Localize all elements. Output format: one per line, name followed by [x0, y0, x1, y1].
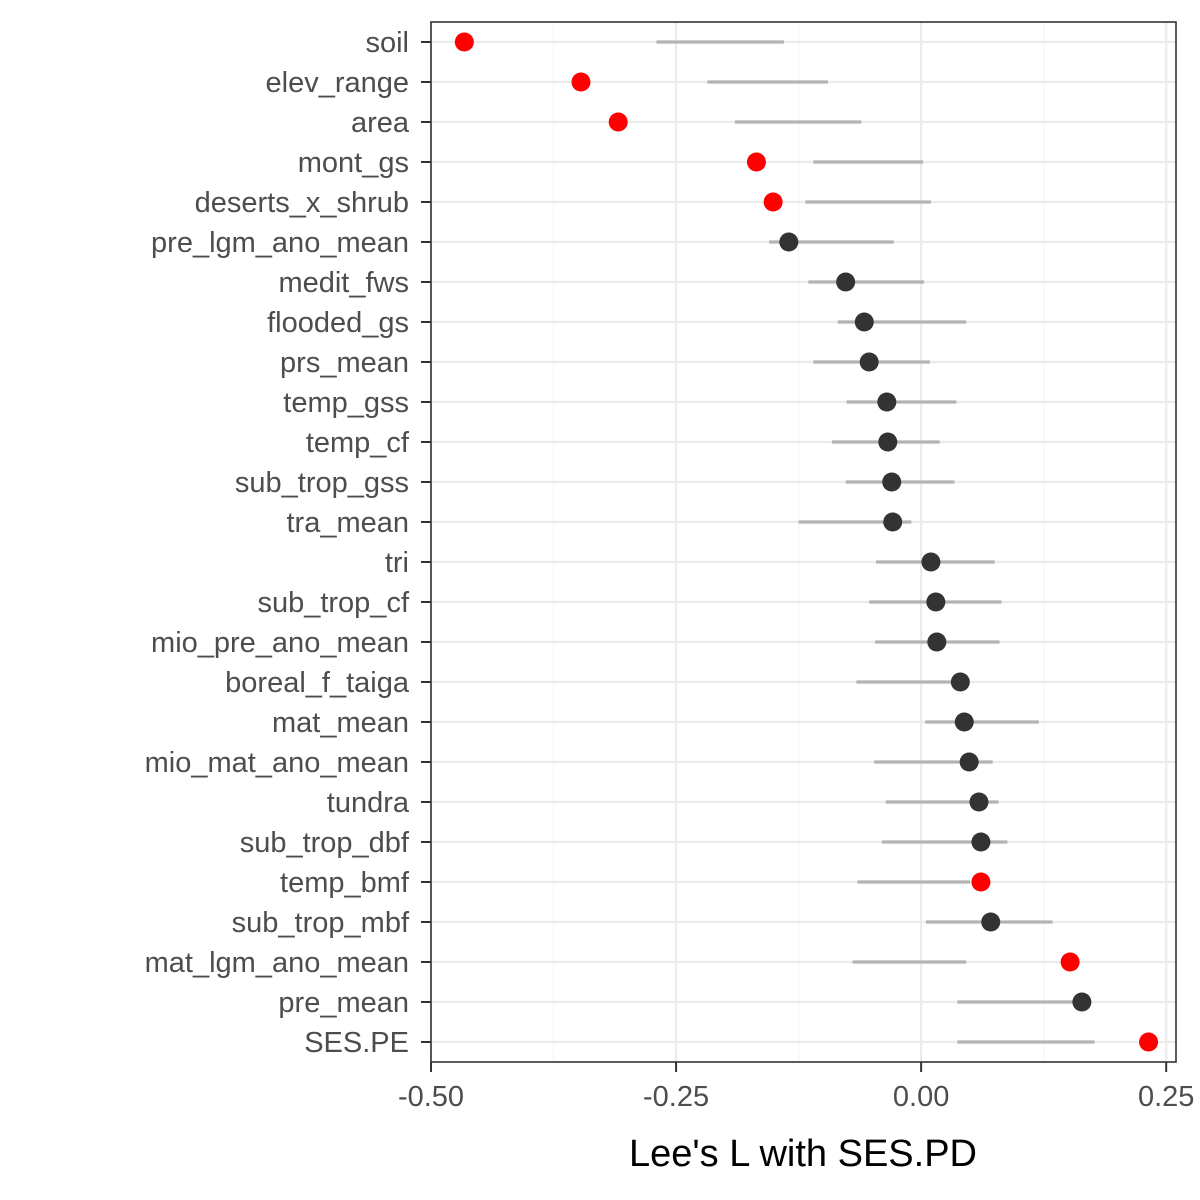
- y-tick-label: deserts_x_shrub: [195, 187, 409, 219]
- point-deserts_x_shrub: [763, 192, 783, 212]
- point-sub_trop_dbf: [971, 832, 991, 852]
- confidence-intervals: [656, 40, 1095, 1044]
- point-SES.PE: [1139, 1032, 1159, 1052]
- data-points: [454, 32, 1159, 1052]
- y-tick-label: mio_mat_ano_mean: [145, 747, 409, 779]
- y-tick-label: boreal_f_taiga: [225, 667, 410, 699]
- point-medit_fws: [836, 272, 856, 292]
- y-tick-label: sub_trop_gss: [235, 467, 409, 499]
- y-tick-label: mio_pre_ano_mean: [151, 627, 409, 659]
- x-tick-label: 0.00: [893, 1081, 949, 1113]
- x-tick-label: 0.25: [1138, 1081, 1194, 1113]
- y-tick-label: temp_bmf: [280, 867, 410, 899]
- y-tick-label: tri: [385, 547, 409, 579]
- point-area: [608, 112, 628, 132]
- point-temp_bmf: [971, 872, 991, 892]
- point-mat_lgm_ano_mean: [1060, 952, 1080, 972]
- y-tick-label: temp_cf: [306, 427, 410, 459]
- y-tick-label: prs_mean: [280, 347, 409, 379]
- y-tick-label: mat_lgm_ano_mean: [145, 947, 409, 979]
- x-tick-label: -0.25: [643, 1081, 709, 1113]
- y-tick-label: mont_gs: [298, 147, 409, 179]
- y-tick-label: temp_gss: [283, 387, 409, 419]
- point-mio_mat_ano_mean: [959, 752, 979, 772]
- y-tick-label: elev_range: [266, 67, 410, 99]
- x-axis: -0.50 -0.25 0.00 0.25: [398, 1062, 1194, 1113]
- y-tick-label: tra_mean: [286, 507, 409, 539]
- point-tundra: [969, 792, 989, 812]
- y-tick-label: soil: [365, 27, 409, 59]
- point-soil: [454, 32, 474, 52]
- y-tick-label: sub_trop_cf: [257, 587, 409, 619]
- y-tick-label: SES.PE: [304, 1027, 409, 1059]
- point-elev_range: [571, 72, 591, 92]
- point-boreal_f_taiga: [950, 672, 970, 692]
- point-mont_gs: [746, 152, 766, 172]
- y-tick-label: flooded_gs: [267, 307, 409, 339]
- y-tick-label: pre_lgm_ano_mean: [151, 227, 409, 259]
- panel-border: [430, 21, 1177, 1063]
- point-sub_trop_gss: [882, 472, 902, 492]
- y-tick-label: pre_mean: [278, 987, 409, 1019]
- y-tick-label: medit_fws: [278, 267, 409, 299]
- point-sub_trop_cf: [926, 592, 946, 612]
- point-flooded_gs: [854, 312, 874, 332]
- x-axis-title: Lee's L with SES.PD: [629, 1133, 977, 1175]
- y-tick-label: mat_mean: [272, 707, 409, 739]
- y-tick-label: tundra: [327, 787, 410, 819]
- point-prs_mean: [859, 352, 879, 372]
- x-tick-label: -0.50: [398, 1081, 464, 1113]
- point-mat_mean: [954, 712, 974, 732]
- point-tra_mean: [883, 512, 903, 532]
- point-sub_trop_mbf: [981, 912, 1001, 932]
- point-temp_cf: [878, 432, 898, 452]
- point-mio_pre_ano_mean: [927, 632, 947, 652]
- y-tick-label: area: [351, 107, 410, 139]
- point-temp_gss: [877, 392, 897, 412]
- y-tick-label: sub_trop_dbf: [240, 827, 410, 859]
- point-tri: [921, 552, 941, 572]
- y-tick-label: sub_trop_mbf: [232, 907, 410, 939]
- point-pre_lgm_ano_mean: [779, 232, 799, 252]
- point-pre_mean: [1072, 992, 1092, 1012]
